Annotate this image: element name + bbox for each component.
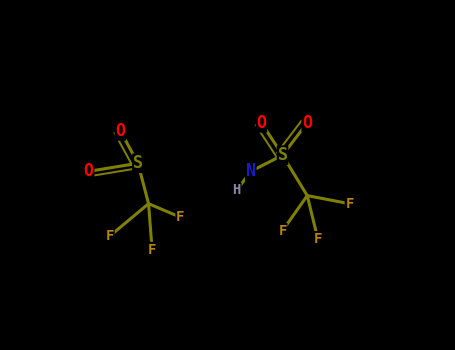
Text: F: F xyxy=(106,229,114,243)
Text: F: F xyxy=(345,197,354,211)
Text: F: F xyxy=(313,232,322,246)
Text: S: S xyxy=(278,146,288,164)
Text: F: F xyxy=(148,243,156,257)
Text: N: N xyxy=(246,162,256,180)
Text: O: O xyxy=(302,114,312,132)
Text: O: O xyxy=(84,162,94,180)
Text: H: H xyxy=(233,183,241,197)
Text: O: O xyxy=(257,114,266,132)
Text: O: O xyxy=(116,122,125,140)
Text: S: S xyxy=(133,154,143,172)
Text: F: F xyxy=(278,224,287,238)
Text: F: F xyxy=(176,210,184,224)
